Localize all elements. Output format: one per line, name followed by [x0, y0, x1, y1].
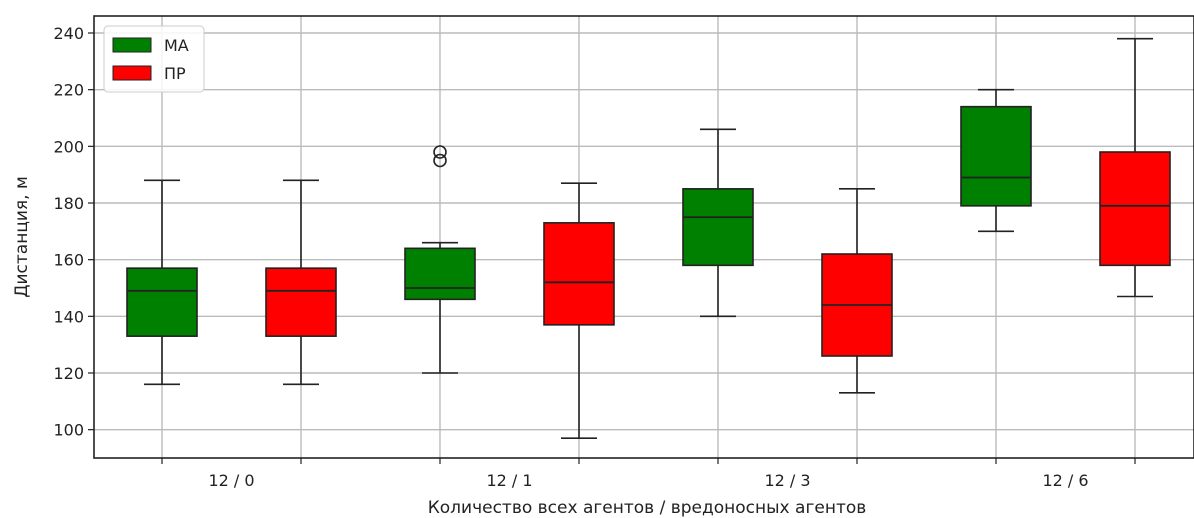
box-body: [265, 267, 337, 337]
legend-swatch-pr: [112, 65, 152, 81]
y-axis: 100 120 140 160 180 200 220 240: [53, 24, 94, 440]
box-body: [960, 105, 1032, 207]
box-1-1: [543, 182, 615, 439]
plot-frame: [93, 15, 1194, 459]
legend: МА ПР: [103, 25, 205, 93]
y-tick-label: 200: [53, 137, 84, 156]
box-body: [126, 267, 198, 337]
legend-swatch-ma: [112, 37, 152, 53]
legend-label-ma: МА: [164, 36, 189, 55]
box-1-0: [265, 179, 337, 386]
y-tick-label: 240: [53, 24, 84, 43]
box-0-2: [682, 128, 754, 318]
y-tick-label: 100: [53, 421, 84, 440]
legend-frame: [103, 25, 205, 93]
x-axis: 12 / 0 12 / 1 12 / 3 12 / 6: [161, 458, 1136, 490]
box-body: [1099, 151, 1171, 267]
x-axis-label: Количество всех агентов / вредоносных аг…: [428, 498, 867, 518]
outlier-point: [433, 145, 447, 159]
legend-label-pr: ПР: [164, 64, 186, 83]
y-axis-label: Дистанция, м: [12, 176, 32, 298]
box-body: [543, 222, 615, 326]
box-0-3: [960, 88, 1032, 233]
x-tick-label: 12 / 1: [486, 471, 532, 490]
x-tick-label: 12 / 6: [1042, 471, 1088, 490]
grid: [94, 16, 1194, 458]
y-tick-label: 180: [53, 194, 84, 213]
box-1-3: [1099, 37, 1171, 298]
box-0-0: [126, 179, 198, 386]
y-tick-label: 160: [53, 251, 84, 270]
box-0-1: [404, 145, 476, 374]
boxes: [126, 37, 1171, 439]
y-tick-label: 140: [53, 307, 84, 326]
y-tick-label: 220: [53, 81, 84, 100]
box-body: [404, 247, 476, 301]
x-tick-label: 12 / 0: [208, 471, 254, 490]
y-tick-label: 120: [53, 364, 84, 383]
box-1-2: [821, 188, 893, 394]
x-tick-label: 12 / 3: [764, 471, 810, 490]
box-body: [682, 188, 754, 267]
outlier-point: [433, 153, 447, 168]
